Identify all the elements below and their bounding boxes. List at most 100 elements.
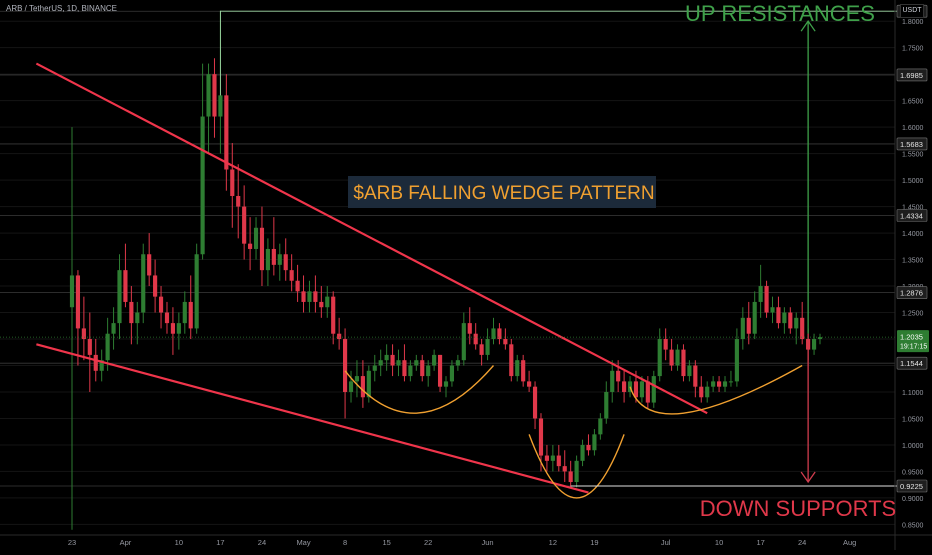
candle-body: [230, 169, 235, 196]
drawings: [0, 10, 915, 499]
candle-body: [811, 339, 817, 350]
candle-body: [176, 323, 181, 334]
price-tick-label: 0.9500: [902, 469, 924, 476]
candle-body: [562, 466, 567, 472]
candle-body: [236, 195, 241, 207]
candle-body: [343, 339, 348, 392]
price-tick-label: 1.8000: [902, 19, 924, 26]
candle-body: [817, 337, 823, 340]
up-arrow-head: [800, 20, 816, 32]
time-axis[interactable]: 23 Apr 10 17 24 May 8 15 22 Jun 12 19 Jul 10 17 24 Aug: [0, 534, 932, 547]
candle-body: [746, 317, 751, 334]
candle-body: [75, 275, 81, 329]
time-tick-label: Aug: [843, 538, 856, 547]
price-level-tag: [896, 209, 928, 222]
candle-body: [538, 418, 544, 456]
candle-body: [467, 323, 472, 334]
candle-body: [645, 381, 650, 403]
candle-body: [123, 270, 128, 302]
trendline-lower: [36, 343, 589, 494]
candle-body: [182, 301, 187, 324]
current-price-label: 1.2035: [900, 333, 923, 342]
candle-body: [69, 275, 75, 308]
candle-body: [396, 360, 401, 366]
time-tick-label: May: [296, 538, 310, 547]
candle-body: [301, 291, 306, 302]
candle-body: [402, 360, 407, 377]
quote-currency-button[interactable]: USDT: [900, 4, 924, 18]
candle-body: [473, 333, 478, 345]
candle-body: [99, 360, 104, 371]
candle-body: [331, 296, 336, 334]
price-tick-label: 1.7500: [902, 46, 924, 53]
candle-body: [117, 270, 122, 324]
candle-body: [253, 227, 259, 249]
candle-body: [271, 248, 276, 265]
price-level-tag: [896, 356, 928, 370]
candle-body: [711, 381, 716, 387]
candle-body: [313, 291, 318, 302]
candle-body: [693, 365, 698, 387]
candle-body: [788, 312, 793, 329]
price-tick-label: 0.8500: [902, 522, 924, 529]
time-tick-label: 22: [424, 538, 432, 547]
candles: [69, 10, 823, 530]
price-tick-label: 1.4500: [902, 205, 924, 212]
candle-body: [111, 323, 116, 334]
candle-body: [687, 365, 692, 377]
candle-body: [325, 296, 330, 308]
candle-body: [479, 344, 484, 355]
up-resistances-label: UP RESISTANCES: [685, 1, 875, 26]
candle-body: [194, 254, 199, 329]
candle-body: [224, 95, 229, 170]
time-tick-label: 12: [549, 538, 557, 547]
candle-body: [295, 280, 300, 292]
candle-body: [580, 444, 585, 461]
candle-body: [354, 376, 360, 382]
candle-body: [200, 116, 205, 255]
price-level-label: 1.1544: [900, 359, 923, 368]
time-tick-label: 24: [798, 538, 806, 547]
candle-body: [378, 360, 383, 366]
price-tick-label: 1.6000: [902, 125, 924, 132]
candle-body: [420, 360, 425, 377]
time-tick-label: Jul: [661, 538, 671, 547]
candle-body: [776, 307, 781, 324]
candle-body: [639, 381, 644, 398]
down-arrow-head: [800, 471, 816, 484]
candle-body: [461, 323, 466, 361]
candle-body: [515, 360, 520, 377]
candle-body: [283, 254, 288, 271]
candle-body: [242, 206, 247, 244]
price-level-label: 1.4334: [900, 211, 923, 220]
time-tick-label: 10: [715, 538, 723, 547]
candle-body: [722, 381, 728, 387]
price-level-tag: [896, 286, 928, 299]
candle-body: [212, 74, 217, 117]
candle-body: [449, 365, 455, 382]
candle-body: [366, 370, 371, 398]
candle-body: [129, 301, 134, 324]
candle-body: [390, 354, 395, 366]
time-tick-label: 17: [756, 538, 764, 547]
candle-body: [277, 254, 282, 265]
candle-body: [218, 95, 223, 117]
candle-body: [574, 460, 579, 483]
trendline-upper: [35, 62, 708, 415]
countdown-label: 19:17:15: [900, 344, 927, 351]
price-tick-label: 1.1000: [902, 390, 924, 397]
candle-body: [93, 354, 98, 371]
price-tick-label: 1.0500: [902, 416, 924, 423]
time-tick-label: 15: [382, 538, 390, 547]
candle-body: [265, 248, 270, 271]
candle-body: [348, 381, 354, 392]
candle-body: [616, 370, 621, 382]
candle-body: [432, 354, 437, 366]
price-level-label: 1.5683: [900, 140, 923, 149]
candle-body: [455, 360, 460, 366]
candle-body: [81, 328, 86, 340]
candle-body: [734, 339, 739, 382]
candle-body: [337, 333, 342, 340]
